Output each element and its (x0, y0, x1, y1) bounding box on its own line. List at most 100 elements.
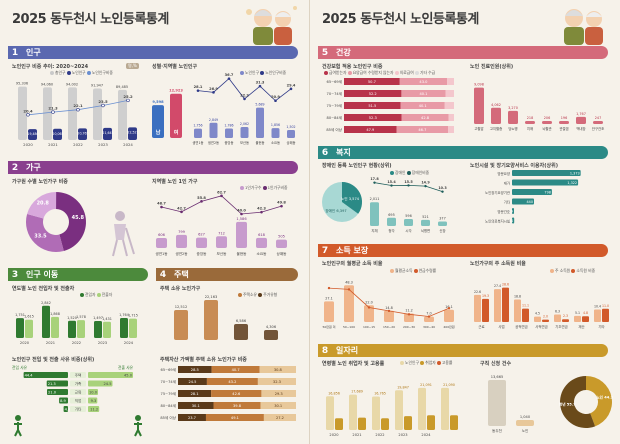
income-value: 7.0 (426, 312, 431, 316)
single-bar (176, 234, 187, 248)
region-value-label: 1,856 (271, 123, 280, 127)
housing-bar (204, 300, 218, 340)
region-bar (287, 129, 295, 138)
single-household-legend: 1인가구수 1인가구비중 (240, 185, 288, 191)
health-bar-1 (344, 114, 402, 121)
source-value: 10.4 (594, 305, 601, 309)
reason-label-box (70, 389, 86, 395)
asset-value: 28.1 (191, 392, 199, 396)
single-value-label: 606 (158, 233, 166, 237)
in-value-label: 1,520 (67, 316, 77, 320)
employment-legend: 노인인구 취업자 고용률 (400, 360, 452, 366)
region-pct-point (274, 99, 277, 103)
age-label: 75~79세 (161, 391, 176, 396)
single-value-label: 505 (278, 235, 285, 239)
disabled-pct-point (441, 190, 444, 193)
donut-label: 20.8 (37, 200, 50, 206)
service-label: 기타 (504, 200, 511, 205)
donut-label: 45.8 (72, 215, 85, 221)
in-reason-bar (47, 389, 68, 395)
in-reason-bar (46, 380, 68, 387)
single-value-label: 627 (198, 233, 205, 237)
section-household-header: 2 가구 (8, 161, 298, 174)
reason-label: 교육 (75, 391, 82, 395)
disease-bar (559, 121, 569, 124)
health-value-2: 40.1 (419, 92, 427, 96)
asset-value: 30.8 (274, 368, 283, 372)
gender-bar (152, 105, 164, 138)
disease-value: 9,098 (474, 83, 484, 87)
reason-label: 직업 (75, 398, 82, 403)
region-pct-label: 26.9 (209, 87, 218, 91)
gender-bar (170, 93, 182, 138)
disease-chart: 9,098 고혈압 4,062 고지혈증 3,270 당뇨병 218 치매 206 뇌혈관 196 관… (474, 83, 604, 131)
single-bar (236, 221, 247, 248)
income-category: 200~30 (403, 325, 415, 329)
in-bar (16, 318, 24, 338)
pct-point (26, 113, 30, 117)
housing-bar (264, 330, 278, 340)
out-reason-value: 45.0 (124, 374, 133, 378)
out-value-label: 1,868 (50, 312, 60, 316)
reason-label: 기타 (75, 407, 82, 412)
reason-label: 가족 (75, 381, 82, 386)
single-value-label: 618 (258, 233, 266, 237)
age-label: 80~84세 (161, 403, 176, 408)
emp-worker-bar (404, 416, 412, 430)
source-label: 재산 (578, 324, 584, 329)
disease-value: 1,767 (576, 112, 586, 116)
disabled-pct-point (424, 184, 427, 188)
elderly-pop-bar (103, 127, 112, 140)
out-reason-bar (88, 380, 113, 387)
service-bar (512, 170, 581, 176)
service-value: 798 (544, 191, 550, 195)
housing-value-label: 12,512 (175, 305, 188, 309)
housing-asset-subtitle: 주택자산 가액별 주택 소유 노인가구 비중 (160, 357, 247, 363)
year-label: 2020 (329, 433, 339, 437)
income-pct-point (447, 307, 451, 310)
health-bar-3 (447, 78, 454, 85)
health-bar-3 (444, 102, 454, 109)
asset-bar (205, 414, 264, 421)
out-value-label: 1,578 (76, 315, 86, 319)
emp-total-bar (372, 396, 380, 430)
region-bar (209, 122, 218, 138)
emp-total-value: 21,091 (420, 383, 432, 387)
asset-bar (259, 366, 296, 373)
source-label: 공적연금 (515, 324, 527, 329)
health-value-1: 51.5 (368, 104, 376, 108)
health-insurance-chart: 65~69세 50.7 43.0 70~74세 52.2 40.1 75~79세 51.5 40… (326, 78, 454, 133)
region-bar (240, 127, 249, 138)
income-bar (404, 313, 414, 322)
emp-total-value: 16,765 (374, 391, 386, 395)
pie-label-2: 장애인 6,397 (325, 208, 346, 213)
income-bar (444, 309, 454, 322)
out-bar (129, 318, 137, 338)
in-value-label: 1,497 (93, 316, 103, 320)
section-income-header: 7 소득 보장 (318, 244, 608, 257)
in-reason-value: 4.4 (65, 408, 71, 412)
disabled-pct-label: 15.4 (387, 180, 396, 184)
household-size-subtitle: 가구원 수별 노인가구 비중 (12, 179, 68, 185)
region-bar (194, 128, 202, 138)
source-value: 27.4 (494, 284, 501, 288)
reason-label-box (70, 372, 86, 378)
gender-label: 여 (174, 129, 179, 136)
health-bar-2 (401, 90, 446, 97)
single-pct-label: 49.8 (277, 201, 286, 205)
health-bar-2 (400, 102, 445, 109)
asset-bar (211, 390, 262, 397)
single-pct-point (280, 204, 283, 208)
source-pct-bar (582, 316, 589, 322)
service-label: 노인의료복지시설 (485, 219, 510, 224)
single-value-label: 1,586 (236, 217, 247, 221)
asset-value: 28.5 (191, 368, 199, 372)
donut-slice (56, 192, 87, 251)
housing-value-label: 22,163 (205, 295, 218, 299)
single-pct-label: 40.0 (237, 209, 246, 213)
migration-chart: 1,751 1,615 2020 2,842 1,868 2021 1,520 1,578 20… (15, 301, 138, 345)
source-label: 사적연금 (535, 324, 547, 329)
reason-label-box (70, 406, 86, 412)
asset-value: 29.3 (275, 392, 283, 396)
service-label: 방문간호 (498, 209, 510, 214)
